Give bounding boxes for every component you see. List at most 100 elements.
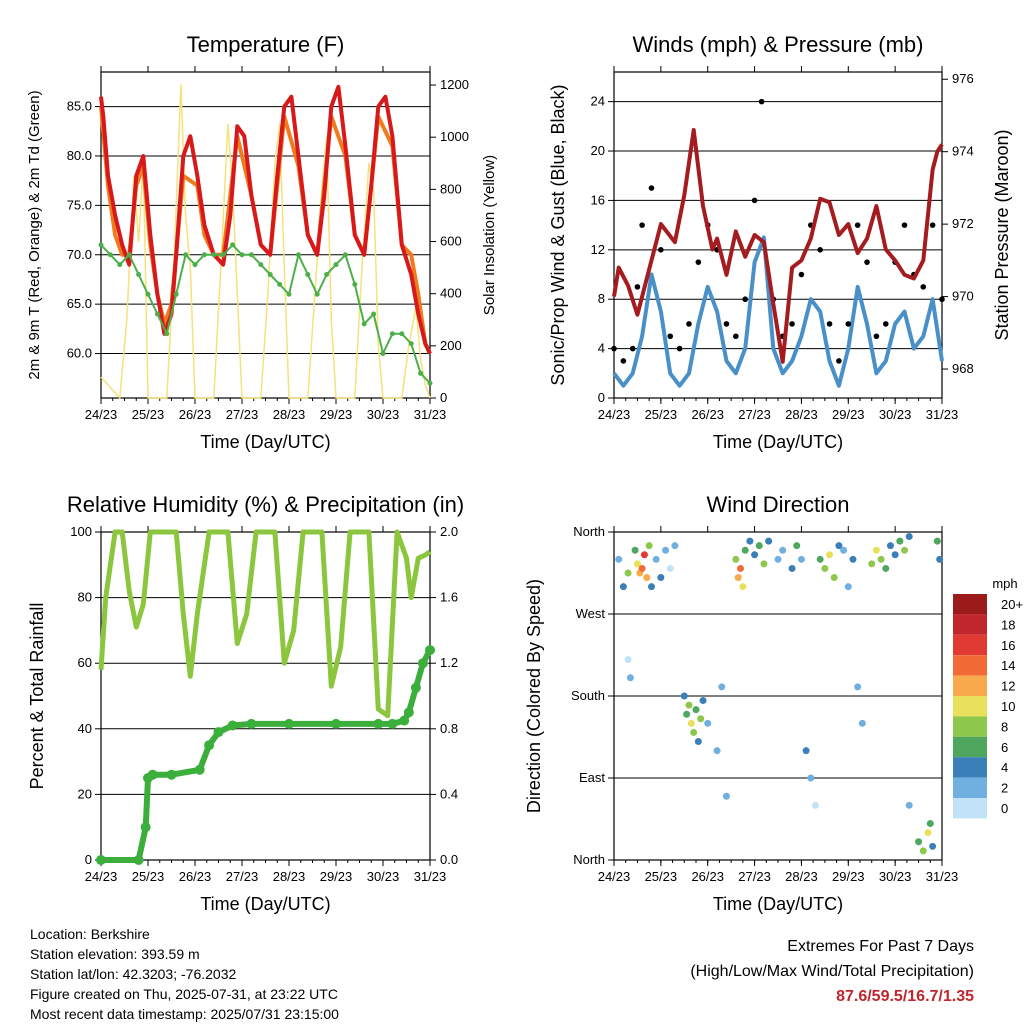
dewpoint-point [230,242,236,248]
dewpoint-point [183,252,189,258]
y2-tick-label: 0.8 [440,721,458,736]
direction-point [826,551,834,559]
direction-point [671,542,679,550]
precip-point [133,855,144,865]
x-tick-label: 29/23 [832,869,865,884]
dewpoint-point [314,291,320,297]
direction-point [765,537,773,545]
rh-line [98,529,432,719]
x-tick-label: 28/23 [273,407,306,422]
direction-point [868,560,876,568]
gust-point [939,296,945,303]
x-tick-label: 29/23 [320,869,353,884]
direction-point [774,555,782,563]
y-axis-label: Direction (Colored By Speed) [524,579,544,813]
direction-point [647,583,655,591]
gust-point [758,98,765,105]
x-tick-label: 30/23 [367,407,400,422]
precip-point [284,718,294,729]
y-tick-label: 20 [78,786,92,801]
y-tick-label: 8 [598,291,605,306]
direction-point [713,747,721,755]
direction-point [811,801,819,809]
x-tick-label: 28/23 [273,869,306,884]
legend-label: 10 [1001,699,1015,714]
direction-point [835,542,843,550]
y-tick-label: West [576,606,606,621]
y-axis-label: Sonic/Prop Wind & Gust (Blue, Black) [548,84,568,385]
y2-tick-label: 0 [440,390,447,405]
y2-tick-label: 0.4 [440,786,458,801]
y-tick-label: 40 [78,721,92,736]
dewpoint-point [126,252,132,258]
x-axis-label: Time (Day/UTC) [200,432,330,452]
y2-tick-label: 1.6 [440,590,458,605]
plot-frame [613,71,943,399]
direction-point [821,564,829,572]
gust-point [929,222,936,228]
dewpoint-point [136,272,142,278]
legend-swatch [953,594,987,615]
extremes-box: Extremes For Past 7 Days (High/Low/Max W… [690,934,974,1009]
dewpoint-point [107,252,113,258]
legend-label: 20+ [1001,597,1023,612]
precip-point [140,822,151,833]
chart-title: Relative Humidity (%) & Precipitation (i… [67,492,464,517]
recent-text: Most recent data timestamp: 2025/07/31 2… [30,1006,339,1022]
precip-point [331,718,341,729]
dewpoint-point [361,321,367,327]
dewpoint-point [248,252,254,258]
x-tick-label: 30/23 [879,869,912,884]
y-tick-label: 0 [598,390,605,405]
y2-tick-label: 2.0 [440,524,458,539]
precip-point [403,707,414,718]
direction-point [882,564,890,572]
x-tick-label: 25/23 [645,407,678,422]
y-tick-label: 16 [591,192,605,207]
direction-point [877,555,885,563]
direction-point [844,583,852,591]
y-tick-label: 80 [78,590,92,605]
y-tick-label: 65.0 [67,296,92,311]
plot-frame [100,71,431,399]
y2-tick-label: 800 [440,181,462,196]
x-tick-label: 24/23 [598,869,631,884]
y-tick-label: North [573,852,605,867]
direction-point [687,719,695,727]
gust-point [620,358,627,364]
direction-point [652,555,660,563]
legend-label: 12 [1001,679,1015,694]
y2-axis-label: Solar Insolation (Yellow) [481,155,498,315]
y-tick-label: 75.0 [67,197,92,212]
y-axis-label: Percent & Total Rainfall [27,603,47,790]
gust-point [658,247,664,253]
legend-swatch [953,777,987,798]
dewpoint-point [427,380,433,386]
legend-swatch [953,675,987,696]
dewpoint-point [352,281,358,287]
direction-point [624,569,632,577]
dewpoint-point [201,252,207,258]
precip-point [246,718,257,729]
x-tick-label: 31/23 [414,407,447,422]
legend-swatch [953,716,987,737]
precip-point [194,764,205,775]
gust-point [629,345,636,352]
x-tick-label: 28/23 [785,407,818,422]
y-tick-label: 20 [591,143,605,158]
direction-point [624,656,632,664]
gust-point [789,321,795,327]
direction-point [901,546,909,554]
chart-title: Winds (mph) & Pressure (mb) [633,32,924,57]
direction-point [933,537,941,545]
y2-tick-label: 1000 [440,129,469,144]
legend-swatch [953,736,987,758]
legend-label: 18 [1001,617,1015,632]
dewpoint-point [211,252,217,258]
x-tick-label: 26/23 [179,869,212,884]
dewpoint-point [408,341,414,347]
dewpoint-point [258,262,264,268]
gust-point [723,321,730,327]
y-tick-label: 70.0 [67,247,92,262]
direction-point [722,792,730,800]
